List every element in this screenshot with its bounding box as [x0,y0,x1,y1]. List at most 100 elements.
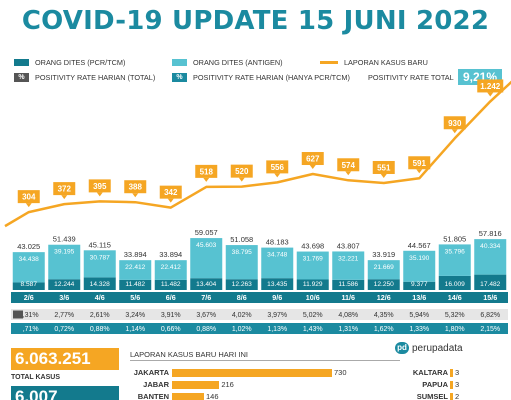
province-bar [172,393,204,400]
bar-antigen-label: 35.190 [409,255,430,262]
province-name: JAKARTA [133,368,169,377]
case-label: 388 [129,183,143,192]
bar-pcr-label: 13.404 [196,281,217,288]
legend-rate-total: % POSITIVITY RATE HARIAN (TOTAL) [14,73,155,82]
province-bar [450,381,453,389]
divider [130,360,400,361]
case-label: 342 [164,188,178,197]
case-label: 518 [200,167,214,176]
legend-rate-overall: POSITIVITY RATE TOTAL [368,73,454,82]
rate-total-label: 6,82% [480,312,500,319]
legend-cases: LAPORAN KASUS BARU [320,58,428,67]
bar-antigen-label: 39.195 [54,249,75,256]
bar-pcr-label: 8.587 [20,281,37,288]
case-label-box [266,160,289,174]
case-label-pointer [345,171,352,176]
second-stat-value: 6.007 [11,386,119,400]
case-label-pointer [238,177,245,182]
legend-antigen: ORANG DITES (ANTIGEN) [172,58,283,67]
case-label-pointer [451,129,458,134]
case-label-box [88,179,111,193]
legend-pcr-label: ORANG DITES (PCR/TCM) [35,58,126,67]
rate-pcr-label: 1,62% [374,326,394,333]
rate-total-label: 2,61% [90,312,110,319]
case-label: 520 [235,167,249,176]
bar-pcr-label: 17.482 [480,281,501,288]
bar-pcr-label: 11.586 [338,281,358,288]
case-label-box [337,158,360,172]
bar-antigen-label: 32.221 [338,255,359,262]
bar-antigen [154,260,187,280]
province-value: 216 [221,380,234,389]
bar-pcr-label: 11.929 [303,281,323,288]
bar-antigen-label: 38.795 [232,249,253,256]
rate-total-label: 3,91% [161,312,181,319]
bar-total-label: 48.183 [266,238,289,247]
x-tick-label: 10/6 [306,293,320,302]
province-bar [450,369,453,377]
bar-total-label: 33.894 [124,250,147,259]
bar-pcr-label: 14.328 [90,281,111,288]
case-label-pointer [61,195,68,200]
case-label-pointer [309,165,316,170]
rate-total-label: 3,97% [267,312,287,319]
rate-total-label: 5,02% [303,312,323,319]
bar-antigen [438,244,471,276]
bar-pcr-label: 12.244 [54,281,75,288]
case-label: 372 [58,185,72,194]
rate-pcr-label: 1,31% [338,326,358,333]
bar-pcr [225,279,258,290]
bar-antigen-label: 30.787 [90,254,111,261]
bar-pcr [438,275,471,290]
bar-pcr [119,279,152,290]
case-label-pointer [380,173,387,178]
x-tick-label: 5/6 [130,293,140,302]
case-label-box [195,164,218,178]
province-value: 146 [206,392,219,400]
bar-antigen-label: 34.438 [19,256,40,263]
province-bar [450,393,453,400]
bar-pcr [154,279,187,290]
x-axis-band [11,292,508,303]
cases-line [4,80,511,228]
bar-antigen-label: 21.669 [374,264,395,271]
bar-pcr [367,279,400,290]
bar-antigen-label: 34.748 [267,252,288,259]
percent-icon: % [172,73,187,82]
logo-icon: pd [395,342,409,354]
bar-pcr [296,279,329,290]
case-label: 551 [377,163,391,172]
case-label-pointer [96,192,103,197]
rate-pcr-label: 0,88% [90,326,110,333]
bar-pcr-label: 11.482 [161,281,181,288]
case-label: 574 [342,161,356,170]
case-label-pointer [203,177,210,182]
rate-total-label: 5,94% [409,312,429,319]
bar-antigen-label: 40.334 [480,243,501,250]
case-label: 556 [271,163,285,172]
pcr-swatch [14,59,29,66]
rate-pcr-label: 0,66% [161,326,181,333]
bar-pcr [190,278,223,290]
province-bar [172,381,220,389]
case-label-pointer [25,203,32,208]
rate-pcr-label: 1,80% [445,326,465,333]
bar-pcr-label: 16.009 [445,281,466,288]
x-tick-label: 2/6 [24,293,34,302]
x-tick-label: 6/6 [166,293,176,302]
rate-total-row [11,309,508,320]
bar-total-label: 43.698 [301,242,324,251]
province-value: 730 [334,368,347,377]
bar-pcr-label: 12.250 [374,281,395,288]
legend-pcr: ORANG DITES (PCR/TCM) [14,58,125,67]
rate-pcr-label: 0,71% [19,326,39,333]
percent-icon: % [14,73,29,82]
bar-pcr [403,281,436,290]
province-name: PAPUA [422,380,448,389]
bar-antigen [190,238,223,279]
legend-rate-pcr-label: POSITIVITY RATE HARIAN (HANYA PCR/TCM) [193,73,350,82]
legend-rate-total-label: POSITIVITY RATE HARIAN (TOTAL) [35,73,156,82]
bar-antigen [403,250,436,282]
bar-antigen-label: 31.769 [303,256,324,263]
bar-pcr [83,277,116,290]
